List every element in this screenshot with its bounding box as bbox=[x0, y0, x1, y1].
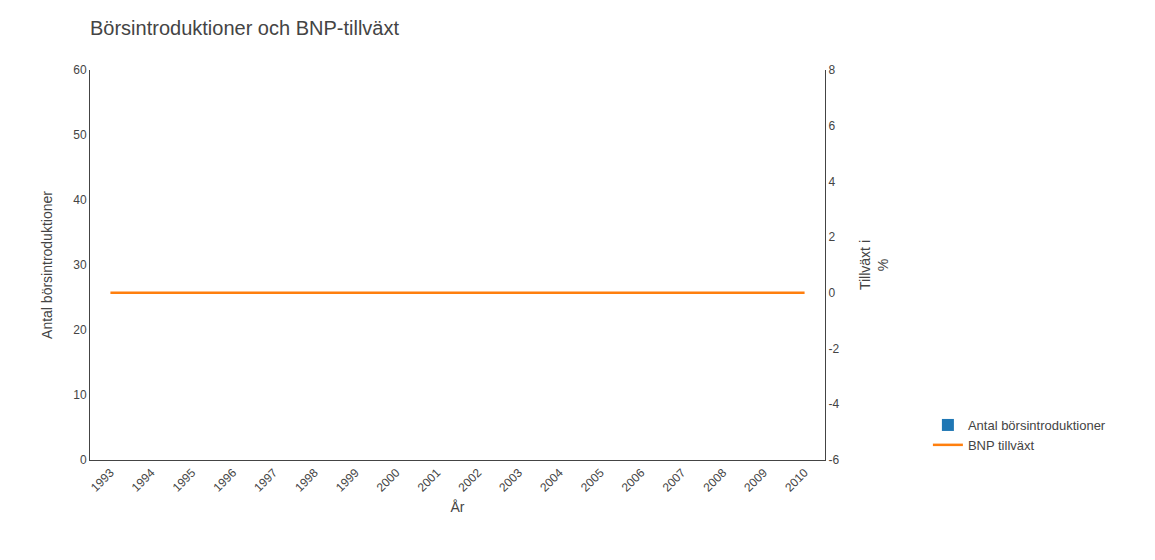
svg-text:Börsintroduktioner och BNP-til: Börsintroduktioner och BNP-tillväxt bbox=[90, 17, 399, 39]
svg-text:1995: 1995 bbox=[170, 466, 199, 495]
svg-text:4: 4 bbox=[828, 175, 835, 189]
svg-text:1993: 1993 bbox=[88, 466, 117, 495]
svg-text:50: 50 bbox=[73, 128, 87, 142]
svg-text:2000: 2000 bbox=[374, 466, 403, 495]
svg-text:8: 8 bbox=[828, 63, 835, 77]
svg-text:2005: 2005 bbox=[578, 466, 607, 495]
svg-text:2009: 2009 bbox=[741, 466, 770, 495]
svg-text:År: År bbox=[451, 499, 465, 515]
svg-text:2007: 2007 bbox=[660, 466, 689, 495]
svg-text:2002: 2002 bbox=[456, 466, 485, 495]
svg-text:Tillväxt i%: Tillväxt i% bbox=[857, 240, 891, 290]
svg-text:1998: 1998 bbox=[292, 466, 321, 495]
svg-text:1997: 1997 bbox=[251, 466, 280, 495]
svg-text:1999: 1999 bbox=[333, 466, 362, 495]
svg-text:6: 6 bbox=[828, 119, 835, 133]
svg-text:10: 10 bbox=[73, 388, 87, 402]
svg-text:20: 20 bbox=[73, 323, 87, 337]
svg-text:-2: -2 bbox=[828, 342, 839, 356]
svg-text:30: 30 bbox=[73, 258, 87, 272]
svg-text:Antal börsintroduktioner: Antal börsintroduktioner bbox=[968, 418, 1106, 433]
svg-text:40: 40 bbox=[73, 193, 87, 207]
svg-text:1996: 1996 bbox=[211, 466, 240, 495]
svg-text:2003: 2003 bbox=[496, 466, 525, 495]
svg-text:BNP tillväxt: BNP tillväxt bbox=[968, 438, 1035, 453]
svg-text:2004: 2004 bbox=[537, 466, 566, 495]
svg-text:-4: -4 bbox=[828, 397, 839, 411]
svg-text:2010: 2010 bbox=[782, 466, 811, 495]
svg-text:2001: 2001 bbox=[415, 466, 444, 495]
svg-text:2006: 2006 bbox=[619, 466, 648, 495]
svg-text:0: 0 bbox=[80, 453, 87, 467]
svg-text:Antal börsintroduktioner: Antal börsintroduktioner bbox=[39, 191, 55, 339]
svg-text:-6: -6 bbox=[828, 453, 839, 467]
svg-text:0: 0 bbox=[828, 286, 835, 300]
svg-text:60: 60 bbox=[73, 63, 87, 77]
svg-text:2: 2 bbox=[828, 230, 835, 244]
svg-text:2008: 2008 bbox=[701, 466, 730, 495]
svg-text:1994: 1994 bbox=[129, 466, 158, 495]
